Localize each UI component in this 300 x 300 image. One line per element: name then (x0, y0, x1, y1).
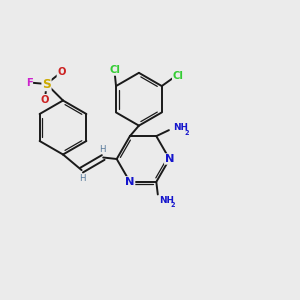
Text: 2: 2 (185, 130, 189, 136)
Text: O: O (41, 94, 49, 105)
Text: Cl: Cl (109, 65, 120, 75)
Text: N: N (125, 177, 135, 187)
Text: NH: NH (159, 196, 174, 205)
Text: 2: 2 (171, 202, 175, 208)
Text: S: S (42, 77, 51, 91)
Text: H: H (79, 174, 86, 183)
Text: N: N (165, 154, 174, 164)
Text: NH: NH (173, 123, 188, 132)
Text: H: H (99, 145, 106, 154)
Text: F: F (26, 77, 32, 88)
Text: Cl: Cl (172, 71, 183, 81)
Text: O: O (57, 67, 66, 77)
